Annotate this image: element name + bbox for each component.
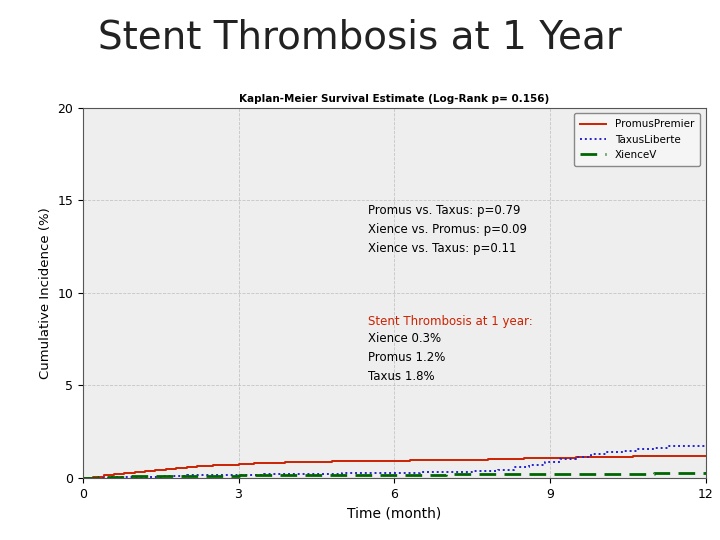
- Text: Promus vs. Taxus: p=0.79
Xience vs. Promus: p=0.09
Xience vs. Taxus: p=0.11: Promus vs. Taxus: p=0.79 Xience vs. Prom…: [368, 204, 527, 255]
- TaxusLiberte: [525, 461, 534, 468]
- PromusPremier: [374, 457, 383, 464]
- TaxusLiberte: [572, 454, 580, 460]
- TaxusLiberte: [338, 470, 346, 476]
- Text: Stent Thrombosis at 1 Year: Stent Thrombosis at 1 Year: [98, 19, 622, 57]
- PromusPremier: [442, 457, 451, 463]
- XienceV: [546, 470, 554, 477]
- TaxusLiberte: [665, 443, 674, 450]
- PromusPremier: [151, 467, 160, 473]
- PromusPremier: [182, 463, 191, 470]
- TaxusLiberte: [680, 442, 689, 449]
- PromusPremier: [224, 461, 233, 468]
- PromusPremier: [266, 460, 274, 466]
- TaxusLiberte: [182, 472, 191, 479]
- PromusPremier: [520, 455, 528, 462]
- PromusPremier: [78, 475, 87, 481]
- XienceV: [78, 475, 87, 481]
- X-axis label: Time (month): Time (month): [347, 506, 441, 520]
- PromusPremier: [99, 472, 108, 478]
- PromusPremier: [556, 455, 564, 461]
- PromusPremier: [390, 457, 399, 464]
- TaxusLiberte: [104, 474, 113, 481]
- PromusPremier: [504, 456, 513, 462]
- PromusPremier: [250, 460, 258, 467]
- PromusPremier: [172, 464, 181, 471]
- PromusPremier: [572, 454, 580, 461]
- TaxusLiberte: [468, 468, 477, 474]
- XienceV: [234, 472, 243, 479]
- PromusPremier: [649, 453, 658, 459]
- TaxusLiberte: [556, 456, 564, 462]
- TaxusLiberte: [442, 468, 451, 475]
- TaxusLiberte: [260, 471, 269, 477]
- TaxusLiberte: [286, 471, 294, 477]
- TaxusLiberte: [618, 447, 627, 454]
- PromusPremier: [130, 469, 139, 475]
- PromusPremier: [234, 461, 243, 467]
- PromusPremier: [193, 463, 202, 469]
- TaxusLiberte: [701, 441, 710, 448]
- PromusPremier: [297, 459, 305, 465]
- XienceV: [94, 474, 103, 480]
- TaxusLiberte: [130, 474, 139, 480]
- Text: Xience 0.3%
Promus 1.2%
Taxus 1.8%: Xience 0.3% Promus 1.2% Taxus 1.8%: [368, 332, 446, 383]
- PromusPremier: [587, 454, 595, 460]
- TaxusLiberte: [603, 449, 611, 456]
- PromusPremier: [359, 457, 367, 464]
- PromusPremier: [462, 456, 471, 463]
- PromusPremier: [312, 458, 320, 465]
- TaxusLiberte: [390, 469, 399, 476]
- PromusPremier: [89, 474, 97, 480]
- PromusPremier: [281, 459, 289, 465]
- XienceV: [338, 472, 346, 478]
- Text: Stent Thrombosis at 1 year:: Stent Thrombosis at 1 year:: [368, 315, 533, 328]
- Y-axis label: Cumulative Incidence (%): Cumulative Incidence (%): [39, 207, 52, 379]
- TaxusLiberte: [364, 470, 372, 476]
- PromusPremier: [608, 454, 616, 460]
- PromusPremier: [405, 457, 414, 463]
- Line: PromusPremier: PromusPremier: [83, 456, 706, 478]
- PromusPremier: [343, 458, 352, 464]
- PromusPremier: [140, 468, 150, 474]
- TaxusLiberte: [494, 467, 503, 473]
- PromusPremier: [120, 470, 129, 476]
- TaxusLiberte: [78, 475, 87, 481]
- PromusPremier: [421, 457, 430, 463]
- PromusPremier: [535, 455, 544, 461]
- TaxusLiberte: [156, 473, 165, 480]
- PromusPremier: [483, 456, 492, 462]
- TaxusLiberte: [634, 446, 642, 452]
- PromusPremier: [546, 455, 554, 461]
- PromusPremier: [629, 453, 637, 460]
- XienceV: [156, 473, 165, 480]
- PromusPremier: [701, 453, 710, 459]
- XienceV: [120, 473, 129, 480]
- PromusPremier: [208, 462, 217, 469]
- Legend: PromusPremier, TaxusLiberte, XienceV: PromusPremier, TaxusLiberte, XienceV: [574, 113, 701, 166]
- XienceV: [701, 469, 710, 476]
- TaxusLiberte: [541, 458, 549, 465]
- XienceV: [649, 470, 658, 476]
- TaxusLiberte: [312, 470, 320, 477]
- TaxusLiberte: [587, 451, 595, 458]
- TaxusLiberte: [509, 464, 518, 470]
- PromusPremier: [109, 471, 118, 477]
- TaxusLiberte: [234, 471, 243, 478]
- PromusPremier: [161, 465, 170, 472]
- Title: Kaplan-Meier Survival Estimate (Log-Rank p= 0.156): Kaplan-Meier Survival Estimate (Log-Rank…: [239, 94, 549, 104]
- Line: TaxusLiberte: TaxusLiberte: [83, 444, 706, 478]
- XienceV: [442, 471, 451, 477]
- TaxusLiberte: [416, 469, 425, 475]
- TaxusLiberte: [208, 472, 217, 478]
- TaxusLiberte: [649, 444, 658, 451]
- PromusPremier: [675, 453, 684, 459]
- PromusPremier: [328, 458, 336, 464]
- Line: XienceV: XienceV: [83, 472, 706, 478]
